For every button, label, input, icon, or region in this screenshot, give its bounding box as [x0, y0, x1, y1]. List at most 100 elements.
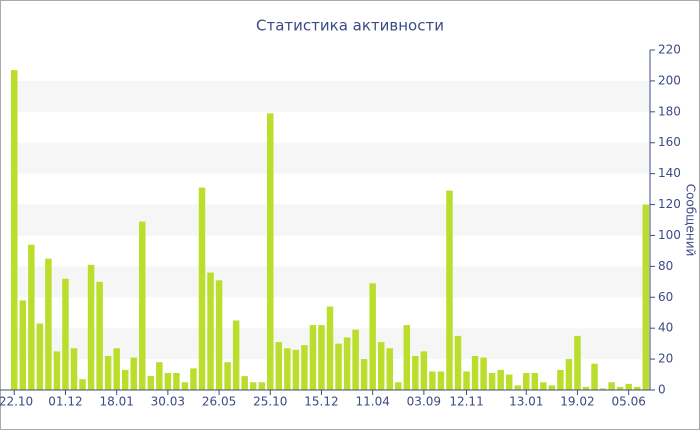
- bar: [497, 369, 504, 390]
- x-tick-label: 22.10: [0, 395, 33, 409]
- grid-band: [10, 142, 650, 174]
- x-tick-label: 18.01: [99, 395, 133, 409]
- bar: [275, 342, 283, 390]
- y-tick-label: 140: [658, 166, 681, 180]
- x-tick-label: 30.03: [151, 395, 185, 409]
- bar: [548, 385, 556, 390]
- y-tick-label: 20: [658, 352, 673, 366]
- y-tick-label: 180: [658, 104, 681, 118]
- bar: [540, 382, 547, 390]
- y-tick-label: 80: [658, 259, 673, 273]
- bar: [557, 369, 564, 390]
- bar: [164, 373, 172, 390]
- bar: [130, 357, 137, 390]
- y-axis-label: Сообщений: [684, 184, 698, 257]
- y-tick-label: 40: [658, 321, 673, 335]
- y-tick-label: 160: [658, 135, 681, 149]
- bar: [181, 382, 189, 390]
- bar: [232, 320, 240, 390]
- bar: [591, 363, 598, 390]
- bar: [36, 323, 44, 390]
- bar: [429, 371, 436, 390]
- bar: [79, 379, 86, 390]
- x-tick-label: 13.01: [509, 395, 543, 409]
- bar: [249, 382, 257, 390]
- x-tick-label: 05.06: [611, 395, 645, 409]
- bar: [292, 349, 300, 390]
- bar: [104, 356, 112, 390]
- bar: [53, 351, 61, 390]
- y-tick-label: 220: [658, 43, 681, 57]
- bar: [403, 325, 411, 390]
- bar: [87, 264, 95, 390]
- bar: [523, 373, 530, 390]
- bar: [369, 283, 376, 390]
- x-tick-label: 26.05: [202, 395, 236, 409]
- bar: [531, 373, 539, 390]
- bar: [488, 373, 496, 390]
- y-tick-label: 200: [658, 73, 681, 87]
- bar: [505, 374, 513, 390]
- bar: [215, 280, 223, 390]
- bar: [19, 300, 27, 390]
- bar: [352, 329, 359, 390]
- bar: [395, 382, 402, 390]
- y-tick-label: 60: [658, 290, 673, 304]
- bar: [198, 187, 206, 390]
- bar: [139, 221, 146, 390]
- bar: [147, 376, 155, 390]
- bar: [45, 258, 52, 390]
- bar: [412, 356, 419, 390]
- x-tick-label: 03.09: [407, 395, 441, 409]
- bar: [258, 382, 265, 390]
- bar: [420, 351, 428, 390]
- x-tick-label: 15.12: [304, 395, 338, 409]
- bar: [574, 335, 581, 390]
- bar: [113, 348, 120, 390]
- chart-title: Статистика активности: [256, 17, 444, 35]
- bar: [582, 386, 590, 390]
- bar: [301, 345, 308, 390]
- bar: [326, 306, 334, 390]
- x-tick-label: 11.04: [355, 395, 389, 409]
- y-tick-label: 120: [658, 197, 681, 211]
- x-tick-label: 25.10: [253, 395, 287, 409]
- bar: [224, 362, 231, 390]
- bar: [480, 357, 487, 390]
- bar: [565, 359, 573, 390]
- x-tick-label: 01.12: [48, 395, 82, 409]
- bar: [70, 348, 78, 390]
- bar: [62, 278, 69, 390]
- bar: [454, 335, 462, 390]
- bar: [241, 376, 248, 390]
- x-tick-label: 12.11: [449, 395, 483, 409]
- bar: [28, 244, 35, 390]
- bar: [173, 373, 180, 390]
- bar: [599, 388, 607, 390]
- bar: [11, 70, 18, 390]
- bar: [190, 368, 197, 390]
- bar: [309, 325, 317, 390]
- bar: [343, 337, 351, 390]
- y-tick-label: 100: [658, 228, 681, 242]
- bar: [471, 356, 479, 390]
- bar: [608, 382, 615, 390]
- bar: [625, 383, 632, 390]
- bar: [437, 371, 445, 390]
- bar: [386, 348, 393, 390]
- bar: [642, 204, 649, 390]
- bar: [514, 385, 521, 390]
- bar: [207, 272, 214, 390]
- bar: [377, 342, 385, 390]
- bar: [463, 371, 470, 390]
- grid-band: [10, 204, 650, 236]
- bar: [284, 348, 291, 390]
- y-tick-label: 0: [658, 383, 666, 397]
- grid-band: [10, 266, 650, 298]
- bar: [633, 386, 641, 390]
- bar: [446, 190, 453, 390]
- bar: [96, 281, 103, 390]
- grid-band: [10, 80, 650, 112]
- bar: [616, 386, 624, 390]
